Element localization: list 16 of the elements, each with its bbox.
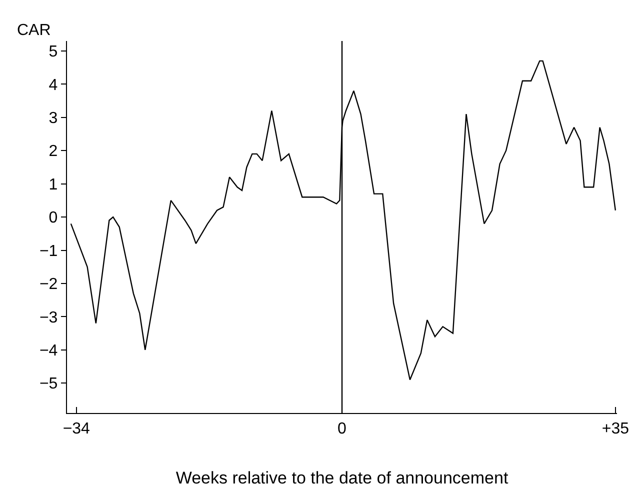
y-tick-label: −4 bbox=[39, 342, 58, 360]
y-tick-label: 0 bbox=[48, 210, 58, 227]
y-tick-label: −1 bbox=[39, 242, 58, 260]
x-tick-label: −34 bbox=[62, 420, 90, 438]
y-tick-label: −3 bbox=[39, 309, 58, 326]
y-tick-label: 5 bbox=[48, 44, 58, 61]
x-tick-label: 0 bbox=[338, 420, 347, 438]
y-tick-label: −2 bbox=[39, 276, 58, 294]
y-tick-label: 2 bbox=[48, 143, 58, 160]
x-tick-label: +35 bbox=[602, 420, 630, 438]
x-axis-title: Weeks relative to the date of announcement bbox=[176, 468, 508, 488]
y-axis-title: CAR bbox=[17, 22, 51, 39]
y-tick-label: 1 bbox=[48, 176, 58, 194]
y-tick-label: −5 bbox=[39, 376, 58, 393]
y-tick-label: 3 bbox=[48, 110, 58, 127]
y-tick-label: 4 bbox=[48, 76, 58, 94]
